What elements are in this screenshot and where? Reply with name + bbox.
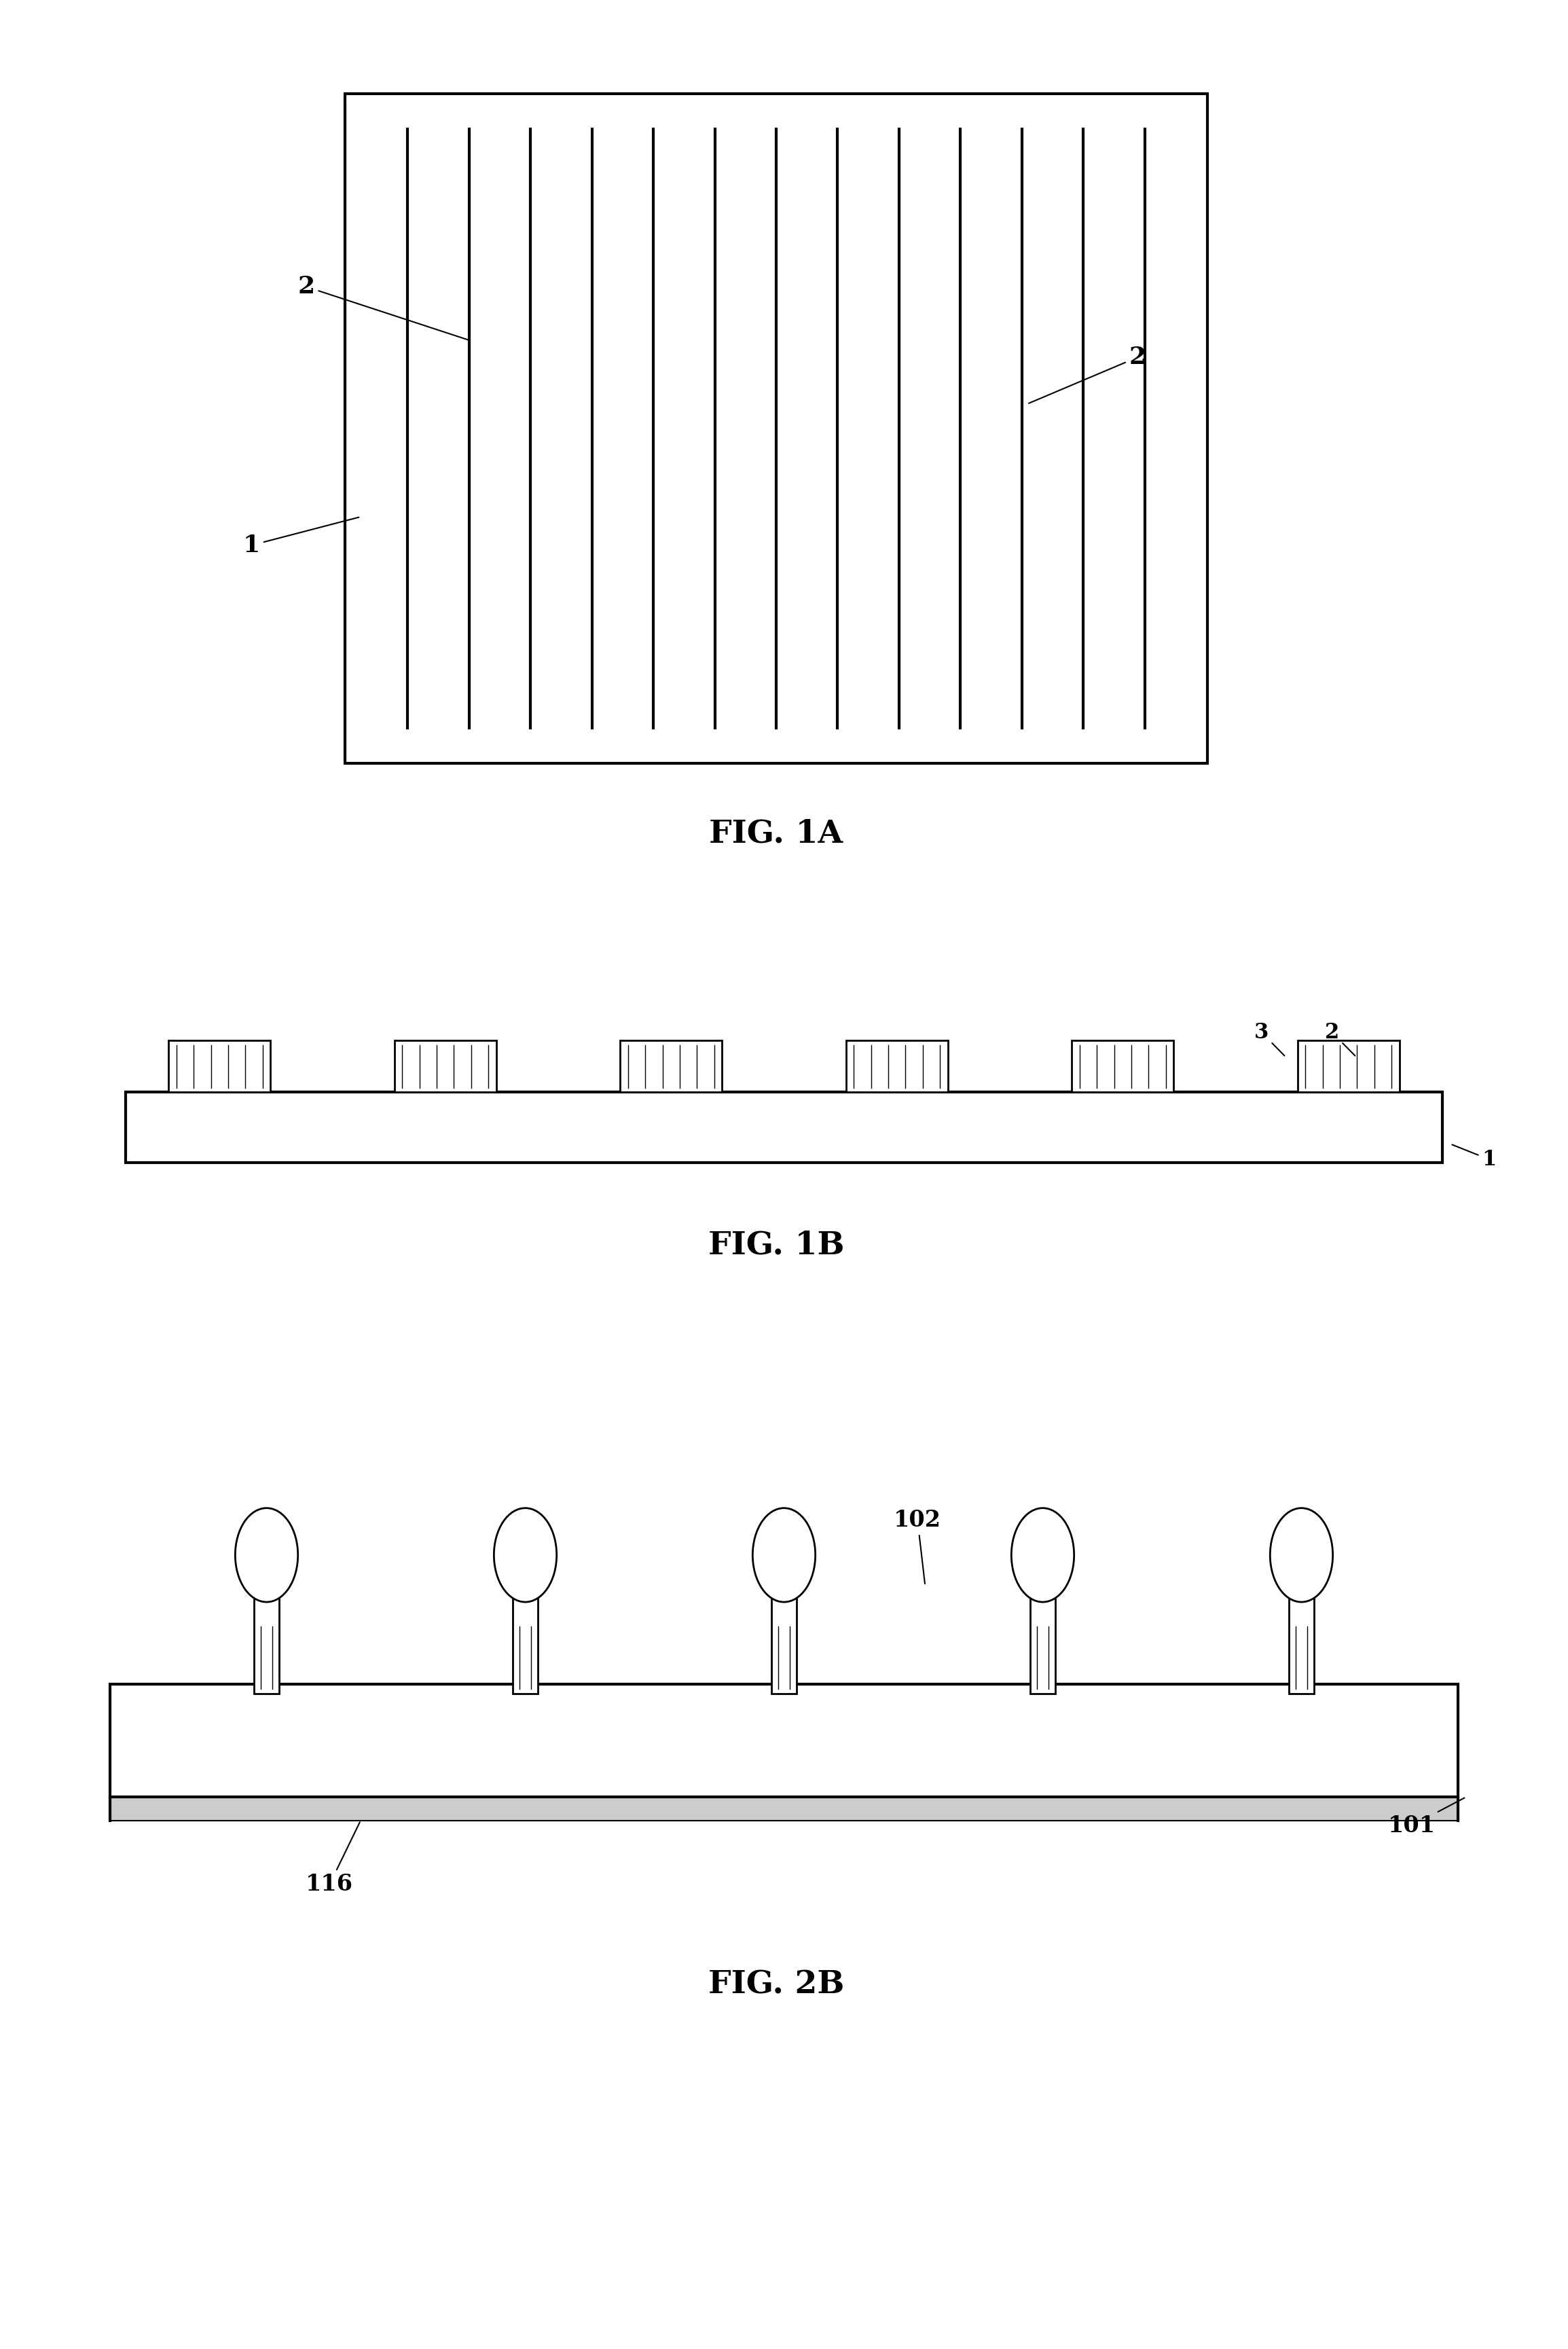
- Bar: [619, 1041, 721, 1092]
- Text: 116: 116: [306, 1823, 359, 1896]
- Bar: [345, 94, 1207, 763]
- Circle shape: [1270, 1508, 1333, 1602]
- Bar: [513, 1595, 538, 1694]
- Bar: [1030, 1595, 1055, 1694]
- Text: 2: 2: [298, 275, 469, 341]
- Text: 102: 102: [894, 1508, 941, 1583]
- Bar: [771, 1595, 797, 1694]
- Bar: [125, 1092, 1443, 1163]
- Circle shape: [1011, 1508, 1074, 1602]
- Circle shape: [753, 1508, 815, 1602]
- Text: 101: 101: [1388, 1797, 1465, 1837]
- Text: FIG. 2B: FIG. 2B: [709, 1968, 844, 2001]
- Bar: [1297, 1041, 1399, 1092]
- Text: 3: 3: [1254, 1022, 1284, 1055]
- Bar: [1289, 1595, 1314, 1694]
- Text: FIG. 1B: FIG. 1B: [709, 1229, 844, 1261]
- Bar: [394, 1041, 495, 1092]
- Text: 2: 2: [1029, 345, 1146, 404]
- Bar: [110, 1797, 1458, 1820]
- Text: 2: 2: [1325, 1022, 1355, 1055]
- Circle shape: [494, 1508, 557, 1602]
- Bar: [110, 1684, 1458, 1797]
- Text: FIG. 1A: FIG. 1A: [709, 817, 844, 850]
- Text: 1: 1: [1452, 1144, 1496, 1170]
- Bar: [169, 1041, 270, 1092]
- Bar: [845, 1041, 947, 1092]
- Circle shape: [235, 1508, 298, 1602]
- Bar: [254, 1595, 279, 1694]
- Bar: [1071, 1041, 1173, 1092]
- Text: 1: 1: [243, 517, 359, 557]
